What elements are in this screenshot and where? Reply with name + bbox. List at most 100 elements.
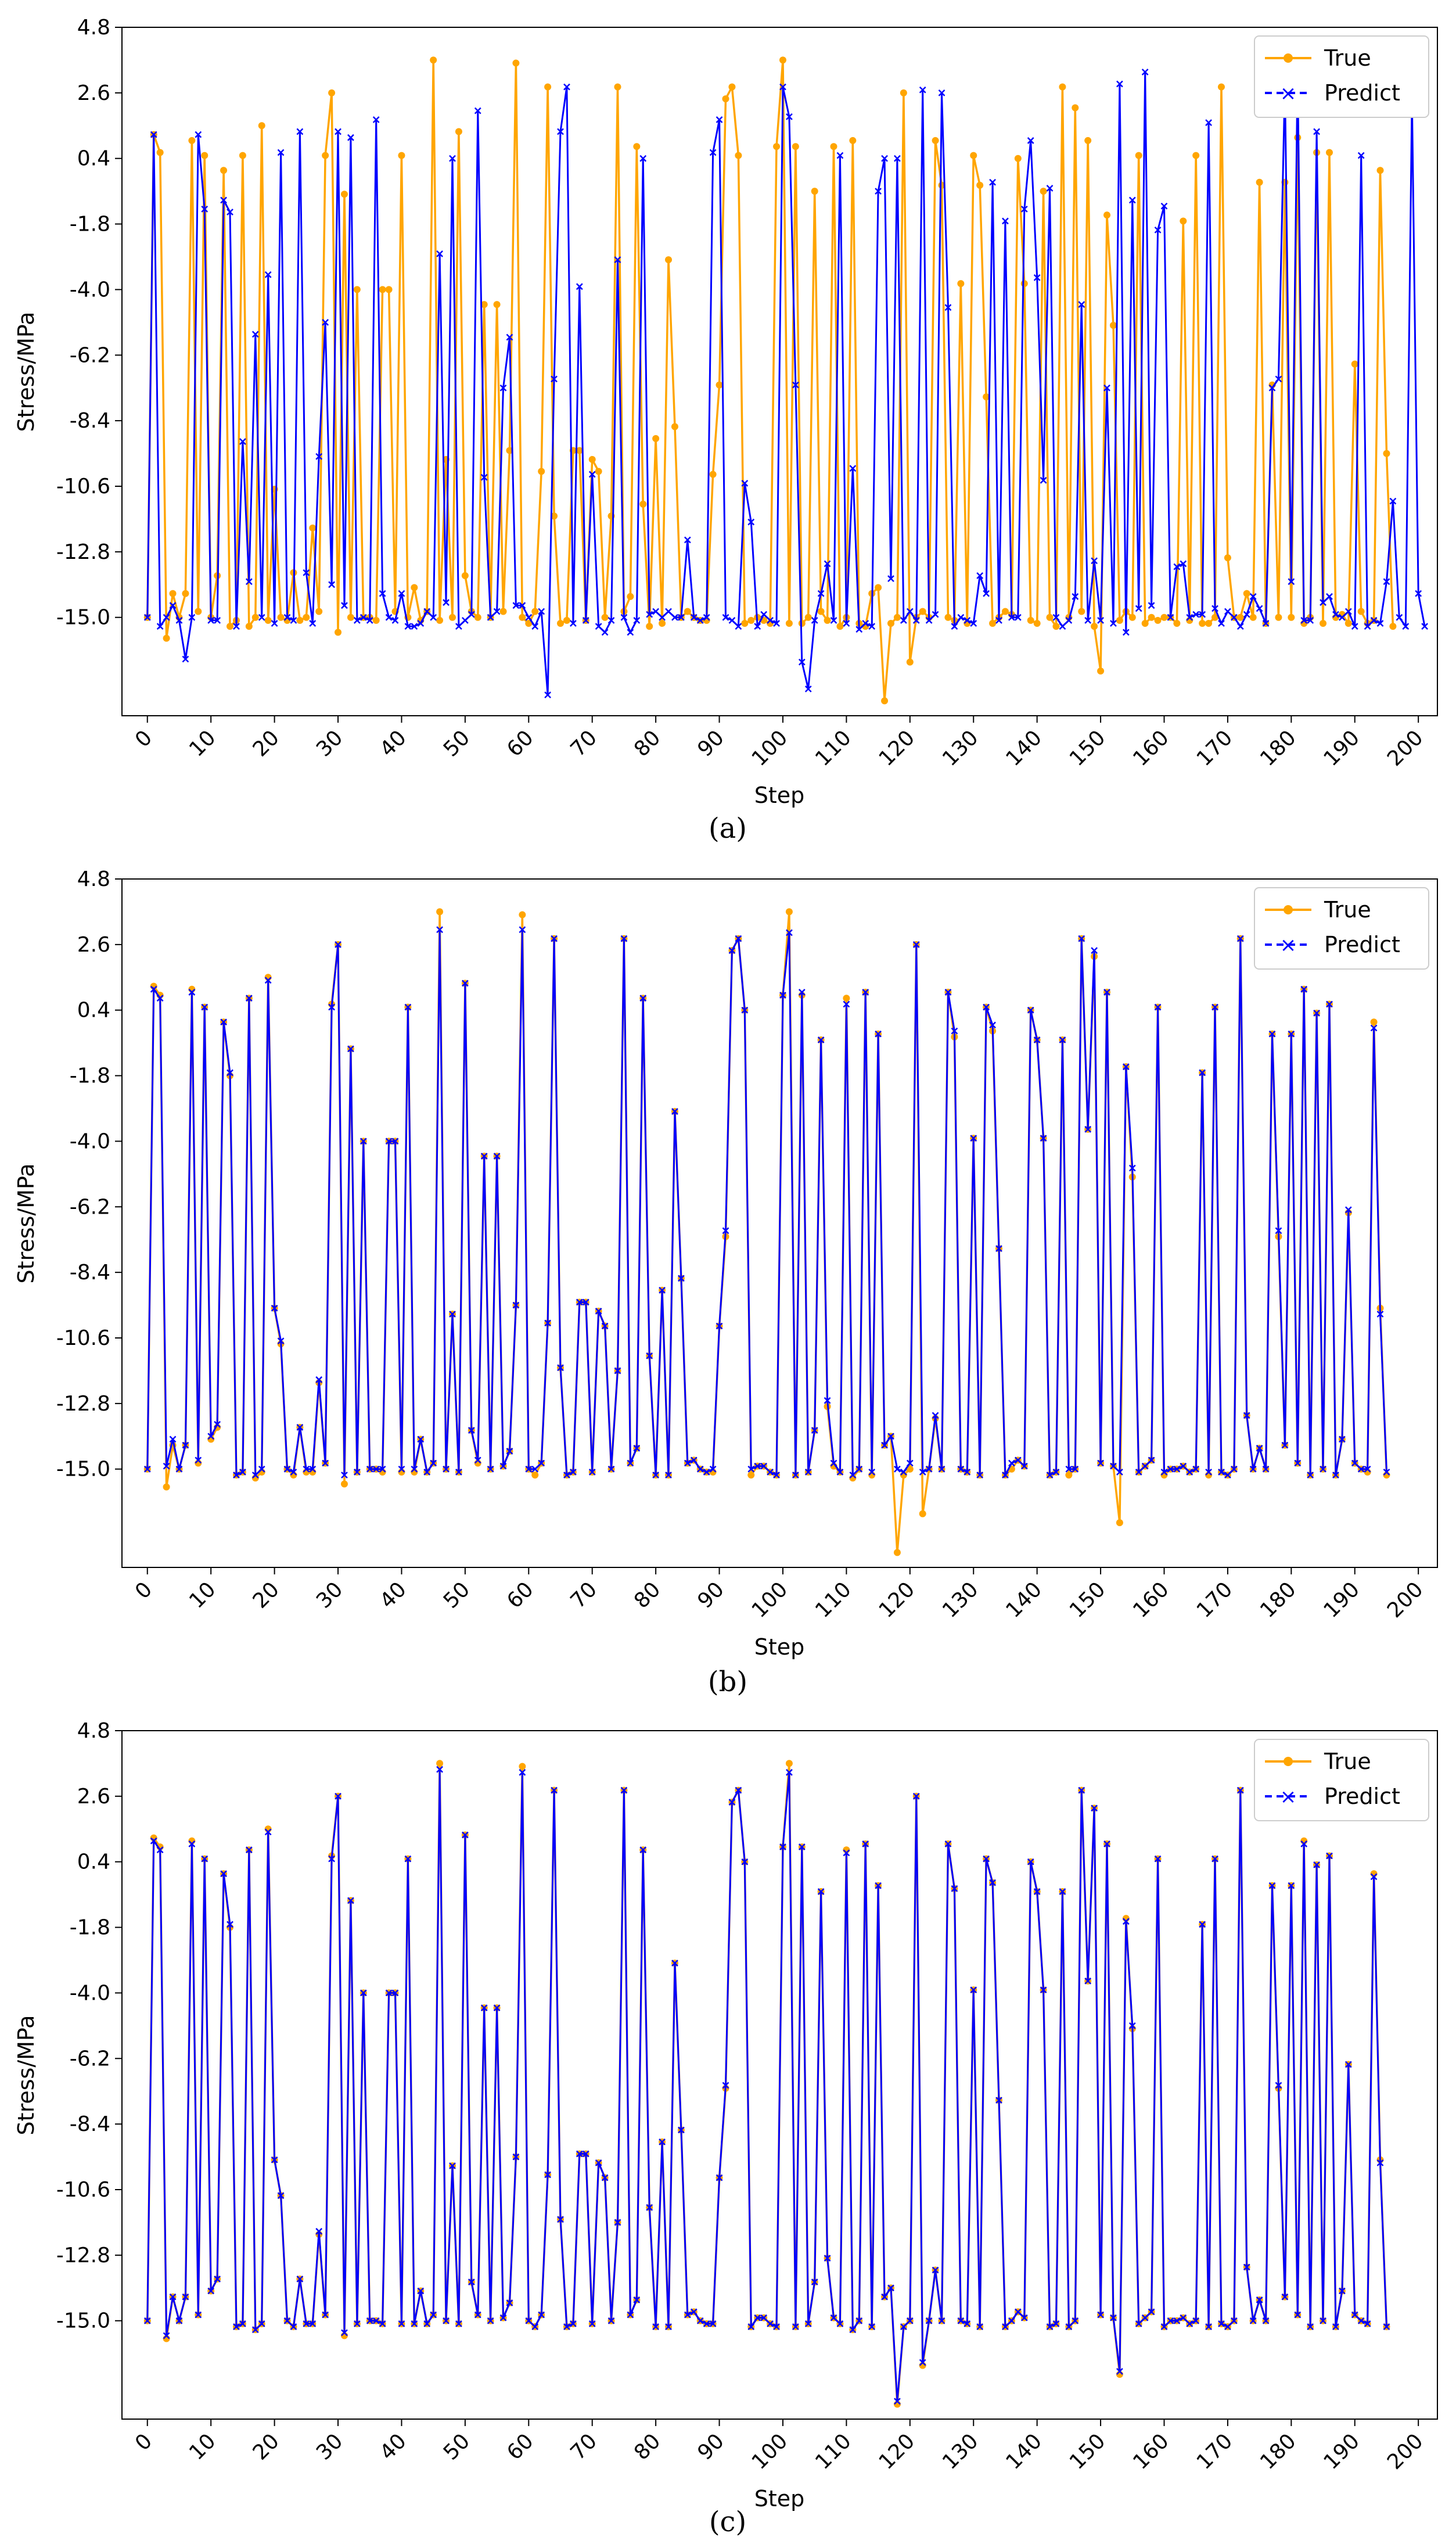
true-point <box>1052 623 1060 630</box>
predict-point <box>919 86 926 94</box>
predict-point <box>385 1138 393 1145</box>
predict-point <box>639 155 647 162</box>
predict-point <box>735 1786 742 1794</box>
x-tick-label: 170 <box>1192 726 1238 771</box>
predict-point <box>1122 1063 1130 1071</box>
true-point <box>1135 152 1142 159</box>
predict-point <box>1320 2317 1326 2324</box>
predict-point <box>315 453 323 460</box>
predict-point <box>506 1448 513 1455</box>
predict-series-line <box>146 1769 1387 2402</box>
predict-point <box>843 1849 850 1857</box>
true-point <box>1351 360 1358 368</box>
predict-point <box>900 616 907 624</box>
legend-predict-marker: × <box>1280 82 1297 105</box>
predict-point <box>900 2323 907 2330</box>
true-point <box>976 181 984 189</box>
true-point <box>684 608 691 615</box>
predict-point <box>1243 2263 1250 2271</box>
true-point <box>601 613 609 621</box>
predict-point <box>633 1444 641 1452</box>
true-point <box>893 1549 901 1556</box>
predict-point <box>1180 2314 1187 2321</box>
predict-point <box>1122 1918 1130 1925</box>
predict-point <box>1256 1444 1263 1452</box>
predict-point <box>767 616 774 624</box>
predict-point <box>1383 2323 1390 2330</box>
y-tick-label: 0.4 <box>77 1850 110 1874</box>
predict-point <box>570 1468 577 1476</box>
predict-point <box>957 2317 965 2324</box>
predict-point <box>404 1855 412 1863</box>
predict-point <box>1256 2296 1263 2303</box>
x-tick-label: 70 <box>566 2429 602 2464</box>
predict-point <box>303 569 310 576</box>
predict-point <box>551 375 558 383</box>
predict-point <box>1116 80 1123 88</box>
predict-point <box>792 1472 799 1479</box>
x-tick-label: 20 <box>249 2429 284 2464</box>
predict-point <box>251 1472 259 1479</box>
predict-point <box>1364 623 1371 630</box>
predict-point <box>499 1462 507 1470</box>
predict-point <box>423 1468 431 1476</box>
predict-point <box>258 1465 265 1473</box>
predict-point <box>385 613 393 621</box>
predict-point <box>944 1840 952 1847</box>
x-tick-label: 90 <box>693 726 729 761</box>
predict-point <box>487 2317 494 2324</box>
predict-point <box>303 1465 310 1473</box>
predict-point <box>372 2317 380 2324</box>
predict-point <box>983 590 990 597</box>
predict-point <box>1326 1000 1333 1008</box>
predict-point <box>881 2293 888 2301</box>
predict-point <box>678 1275 685 1282</box>
legend-predict-marker: × <box>1280 934 1297 957</box>
predict-point <box>544 2171 551 2179</box>
x-tick-label: 20 <box>249 1577 284 1613</box>
predict-point <box>1154 1855 1162 1863</box>
predict-point <box>1097 2311 1104 2319</box>
predict-point <box>1320 1465 1326 1473</box>
predict-point <box>576 2150 583 2158</box>
predict-point <box>646 2204 653 2211</box>
predict-point <box>690 613 698 621</box>
predict-point <box>404 623 412 630</box>
predict-point <box>1008 613 1015 621</box>
predict-point <box>315 2227 323 2235</box>
predict-point <box>709 1465 717 1473</box>
predict-point <box>271 2156 278 2163</box>
predict-point <box>1313 1009 1320 1017</box>
y-tick-label: 0.4 <box>77 999 110 1022</box>
predict-point <box>474 2311 481 2319</box>
predict-point <box>557 1364 564 1372</box>
predict-point <box>1199 1069 1206 1077</box>
true-point <box>551 512 558 520</box>
predict-point <box>1275 2082 1282 2089</box>
predict-point <box>1186 613 1193 621</box>
x-tick-label: 70 <box>566 726 602 761</box>
x-tick-label: 90 <box>693 2429 729 2464</box>
true-point <box>1116 616 1123 624</box>
true-point <box>1059 83 1066 91</box>
predict-point <box>233 1472 240 1479</box>
x-tick-label: 200 <box>1383 2429 1428 2474</box>
x-tick-label: 150 <box>1065 2429 1110 2474</box>
x-tick-labels: 0 10 20 30 40 50 60 70 80 90 100 110 120 130 140 150 160… <box>131 1567 1428 1623</box>
predict-point <box>1256 605 1263 612</box>
true-point <box>1288 613 1295 621</box>
predict-point <box>754 2314 761 2321</box>
true-point <box>455 128 462 135</box>
predict-point <box>792 381 799 389</box>
predict-point <box>1052 2320 1060 2327</box>
predict-point <box>1262 2317 1270 2324</box>
true-point <box>722 95 729 103</box>
predict-point <box>1186 2320 1193 2327</box>
predict-point <box>811 616 818 624</box>
true-point <box>817 608 825 615</box>
predict-point <box>690 2308 698 2316</box>
predict-point <box>804 1468 812 1476</box>
true-point <box>1205 619 1213 627</box>
y-tick-label: -4.0 <box>70 278 110 302</box>
predict-point <box>1351 2311 1358 2319</box>
